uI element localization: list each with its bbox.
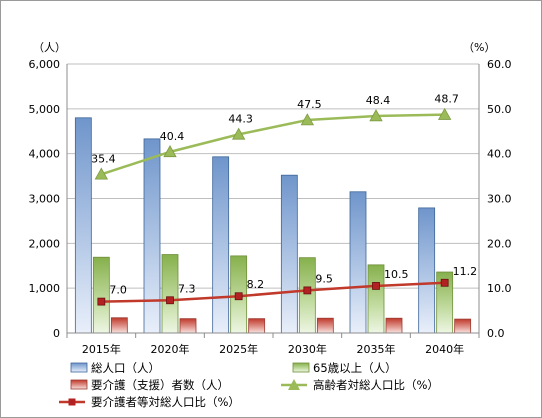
x-tick-label: 2020年 (151, 342, 190, 356)
y-right-tick-label: 60.0 (487, 58, 512, 71)
data-label: 47.5 (297, 98, 322, 111)
bar (161, 254, 179, 334)
bar (92, 256, 110, 334)
data-label: 9.5 (315, 272, 333, 285)
x-tick-label: 2025年 (219, 342, 258, 356)
line-series (100, 113, 445, 176)
legend-label: 要介護（支援）者数（人） (91, 378, 229, 392)
lines: 35.4 40.4 44.3 47.5 48.4 48.7 7.0 7.3 8.2 9.5 10.5… (91, 93, 478, 306)
line-point (300, 113, 315, 126)
y-right-unit: （%） (463, 41, 495, 54)
line-point (163, 145, 177, 158)
bar (143, 138, 161, 334)
data-label: 7.3 (178, 282, 196, 295)
bar (367, 264, 385, 334)
legend-swatch (292, 362, 310, 373)
bar (248, 318, 266, 334)
data-label: 7.0 (109, 284, 127, 297)
legend-swatch (70, 379, 88, 390)
data-label: 11.2 (453, 265, 478, 278)
y-right-tick-label: 30.0 (487, 193, 512, 206)
y-right-tick-label: 40.0 (487, 148, 512, 161)
bar (212, 156, 230, 334)
legend-marker (68, 398, 76, 406)
bar (454, 318, 472, 334)
legend-label: 総人口（人） (91, 361, 160, 375)
y-right-tick-label: 50.0 (487, 103, 512, 116)
y-left-tick-label: 2,000 (29, 237, 61, 250)
y-right-tick-label: 0.0 (487, 327, 505, 340)
legend-label: 65歳以上（人） (313, 361, 397, 375)
legend-label: 要介護者等対総人口比（%） (91, 395, 240, 409)
line-point (166, 296, 174, 305)
bars (74, 117, 472, 334)
y-left-tick-label: 0 (53, 327, 60, 340)
line-point (303, 286, 312, 295)
y-left-unit: （人） (33, 41, 66, 54)
legend-marker (288, 379, 300, 390)
data-label: 10.5 (384, 268, 409, 281)
x-tick-label: 2015年 (82, 342, 121, 356)
line-point (369, 109, 383, 122)
line-series (101, 281, 445, 303)
data-label: 8.2 (247, 278, 265, 291)
bar (280, 174, 298, 334)
line-point (97, 297, 106, 306)
line-point (440, 278, 449, 287)
line-point (372, 282, 380, 290)
y-left-tick-label: 6,000 (29, 58, 61, 71)
bar (179, 318, 197, 334)
bar (74, 117, 92, 334)
data-label: 40.4 (160, 130, 185, 143)
x-tick-label: 2035年 (357, 342, 396, 356)
data-label: 48.4 (366, 94, 391, 107)
y-right-tick-label: 10.0 (487, 282, 512, 295)
y-left-tick-label: 5,000 (29, 103, 61, 116)
bar (298, 257, 316, 334)
axes: 0 0.0 1,000 10.0 2,000 20.0 3,000 30.0 4,000 40.0… (29, 41, 512, 356)
bar (349, 191, 367, 334)
legend-swatch (70, 362, 88, 373)
bar (316, 317, 334, 334)
y-right-tick-label: 20.0 (487, 237, 512, 250)
y-left-tick-label: 4,000 (29, 148, 61, 161)
data-label: 48.7 (434, 93, 459, 106)
bar (110, 317, 128, 334)
line-point (94, 167, 109, 180)
gridlines (67, 63, 479, 334)
line-point (234, 292, 243, 301)
x-tick-label: 2030年 (288, 342, 327, 356)
y-left-tick-label: 1,000 (29, 282, 61, 295)
line-point (437, 107, 452, 120)
legend: 総人口（人） 65歳以上（人） 要介護（支援）者数（人） 高齢者対総人口比（%） 要介護… (59, 361, 439, 409)
x-tick-label: 2040年 (425, 342, 464, 356)
line-point (231, 127, 246, 140)
data-label: 44.3 (228, 112, 253, 125)
bar (418, 207, 436, 334)
y-left-tick-label: 3,000 (29, 193, 61, 206)
legend-label: 高齢者対総人口比（%） (313, 378, 439, 392)
data-label: 35.4 (91, 152, 116, 165)
bar (385, 317, 403, 334)
